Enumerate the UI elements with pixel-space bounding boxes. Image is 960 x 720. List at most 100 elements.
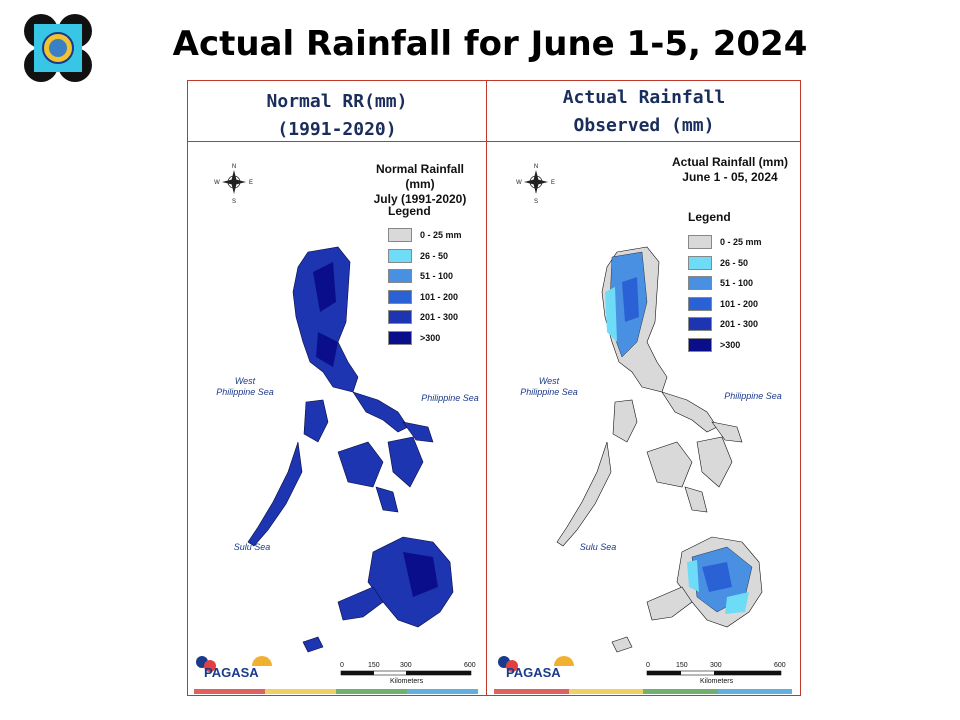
svg-text:N: N [232,164,236,170]
stripe-segment [194,689,265,694]
scale-tick-0: 0 [340,662,344,669]
legend-item: >300 [688,337,740,353]
legend-swatch [388,330,412,345]
west-sea-label-right: West Philippine Sea [514,376,584,398]
legend-label: 51 - 100 [720,278,754,288]
legend-label: 201 - 300 [420,312,459,322]
svg-text:W: W [214,180,220,186]
right-legend-title: Legend [688,210,731,224]
legend-swatch [688,276,712,290]
scale-bar-right: 0 150 300 600 Kilometers [646,662,786,686]
scale-tick-150: 150 [676,662,688,669]
west-sea-line2: Philippine Sea [520,387,578,397]
stripe-segment [494,689,569,694]
compass-rose-right: N S W E [516,164,555,205]
right-header: Actual Rainfall Observed (mm) [487,84,801,140]
stripe-segment [643,689,718,694]
west-sea-line1: West [538,376,560,386]
scale-tick-150: 150 [368,662,380,669]
left-map-title-line2: July (1991-2020) [373,192,467,206]
legend-swatch [688,317,712,331]
legend-label: 0 - 25 mm [720,237,762,247]
pagasa-logo-left: PAGASA [196,656,272,680]
compass-rose-left: N S W E [214,164,253,205]
legend-label: 101 - 200 [420,291,459,302]
legend-label: >300 [420,332,441,343]
stripe-segment [265,689,336,694]
west-sea-label-left: West Philippine Sea [210,376,280,398]
stripe-segment [717,689,792,694]
stripe-segment [568,689,643,694]
right-header-line2: Observed (mm) [573,115,715,136]
svg-text:E: E [249,180,253,186]
svg-text:S: S [232,199,236,205]
stripe-segment [336,689,407,694]
legend-swatch [688,255,712,270]
west-sea-line2: Philippine Sea [216,387,274,397]
right-map-title: Actual Rainfall (mm) June 1 - 05, 2024 [670,155,790,185]
legend-swatch [388,269,412,283]
svg-text:PAGASA: PAGASA [506,665,561,680]
legend-item: 26 - 50 [688,255,748,271]
right-map-title-line1: Actual Rainfall (mm) [671,155,788,169]
legend-swatch [388,228,412,242]
left-map-title: Normal Rainfall (mm) July (1991-2020) [360,162,480,207]
right-header-line1: Actual Rainfall [562,87,726,108]
normal-rainfall-map [247,246,454,653]
west-sea-line1: West [234,376,256,386]
scale-bar-left: 0 150 300 600 Kilometers [340,662,476,686]
scale-tick-300: 300 [710,662,722,669]
scale-unit: Kilometers [700,678,734,685]
svg-text:PAGASA: PAGASA [204,665,259,680]
header-divider [187,141,801,142]
scale-bar-graphic [646,670,782,676]
legend-item: >300 [388,330,440,346]
actual-rainfall-map-panel [487,142,800,695]
stripe-segment [407,689,478,694]
svg-text:N: N [534,164,538,170]
scale-tick-0: 0 [646,662,650,669]
slide-title: Actual Rainfall for June 1-5, 2024 [172,24,808,64]
philippine-sea-label-right: Philippine Sea [724,391,782,401]
legend-item: 101 - 200 [688,296,758,312]
normal-rainfall-map-panel [188,142,486,695]
left-legend-title: Legend [388,204,431,218]
scale-unit: Kilometers [390,678,424,685]
left-header-line2: (1991-2020) [277,119,397,140]
comparison-frame [187,80,801,696]
sulu-sea-label-left: Sulu Sea [233,542,271,552]
left-header: Normal RR(mm) (1991-2020) [188,88,486,144]
legend-item: 0 - 25 mm [688,234,762,250]
legend-item: 201 - 300 [388,309,458,325]
legend-label: 0 - 25 mm [420,230,462,240]
legend-item: 51 - 100 [388,268,453,284]
legend-swatch [388,248,412,263]
legend-swatch [388,289,412,304]
right-map-title-line2: June 1 - 05, 2024 [682,170,778,184]
svg-text:S: S [534,199,538,205]
pagasa-logo-right: PAGASA [498,656,574,680]
legend-item: 201 - 300 [688,316,758,332]
left-header-line1: Normal RR(mm) [266,91,408,112]
svg-text:E: E [551,180,555,186]
legend-item: 26 - 50 [388,248,448,264]
philippine-sea-label-left: Philippine Sea [421,393,479,403]
legend-label: 51 - 100 [420,271,454,281]
actual-rainfall-map [556,246,763,653]
legend-label: 26 - 50 [720,257,749,268]
legend-swatch [688,296,712,311]
column-divider [486,80,487,696]
scale-tick-300: 300 [400,662,412,669]
legend-swatch [688,337,712,352]
legend-item: 51 - 100 [688,275,753,291]
legend-label: 101 - 200 [720,298,759,309]
legend-label: >300 [720,339,741,350]
dost-logo [24,14,92,82]
scale-bar-graphic [340,670,472,676]
legend-label: 201 - 300 [720,319,759,329]
legend-item: 0 - 25 mm [388,227,462,243]
legend-item: 101 - 200 [388,289,458,305]
svg-text:W: W [516,180,522,186]
scale-tick-600: 600 [464,662,476,669]
legend-label: 26 - 50 [420,250,449,261]
